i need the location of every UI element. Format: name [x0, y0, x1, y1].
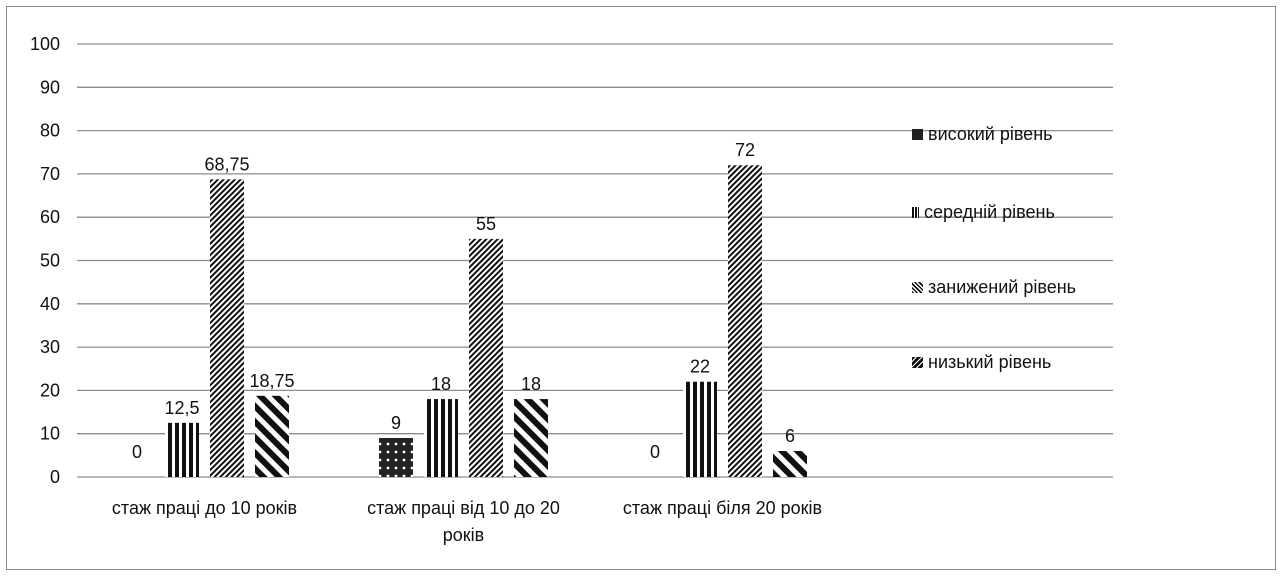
legend-label-low: низький рівень — [928, 352, 1052, 372]
bar-medium — [683, 381, 717, 477]
y-tick-label: 40 — [40, 294, 60, 314]
bar-high — [379, 438, 413, 477]
data-label: 68,75 — [204, 154, 249, 174]
bar-medium — [165, 422, 199, 477]
x-axis-category-labels: стаж праці до 10 років стаж праці від 10 … — [112, 498, 822, 545]
y-tick-label: 80 — [40, 121, 60, 141]
bar-low — [255, 395, 289, 477]
y-tick-label: 90 — [40, 77, 60, 97]
legend-label-reduced: занижений рівень — [928, 277, 1077, 297]
legend-label-medium: середній рівень — [924, 202, 1055, 222]
legend-item-low: низький рівень — [912, 352, 1051, 373]
data-label: 9 — [391, 413, 401, 433]
x-category-label: стаж праці біля 20 років — [623, 498, 822, 518]
y-tick-label: 10 — [40, 424, 60, 444]
data-label: 0 — [132, 442, 142, 462]
y-tick-label: 70 — [40, 164, 60, 184]
data-label: 72 — [735, 140, 755, 160]
legend-label-high: високий рівень — [928, 124, 1053, 144]
data-label: 18 — [521, 374, 541, 394]
legend-item-high: високий рівень — [912, 124, 1053, 145]
y-tick-label: 30 — [40, 337, 60, 357]
bar-low — [514, 399, 548, 477]
x-category-label: стаж праці до 10 років — [112, 498, 297, 518]
data-labels: 0 12,5 68,75 18,75 9 18 55 18 0 22 72 6 — [132, 140, 795, 462]
data-label: 6 — [785, 426, 795, 446]
y-tick-label: 50 — [40, 251, 60, 271]
bar-medium — [424, 399, 458, 477]
x-category-label: років — [443, 525, 484, 545]
y-tick-label: 60 — [40, 207, 60, 227]
gridlines — [77, 43, 1113, 478]
data-label: 18 — [431, 374, 451, 394]
bars — [165, 165, 807, 478]
y-tick-label: 100 — [30, 34, 60, 54]
y-tick-label: 0 — [50, 467, 60, 487]
legend-swatch-low-icon — [912, 357, 923, 368]
data-label: 18,75 — [249, 371, 294, 391]
x-category-label: стаж праці від 10 до 20 — [367, 498, 560, 518]
bar-reduced — [728, 165, 762, 478]
data-label: 12,5 — [164, 398, 199, 418]
data-label: 55 — [476, 214, 496, 234]
bar-reduced — [469, 238, 503, 477]
data-label: 22 — [690, 357, 710, 377]
y-axis-tick-labels: 0 10 20 30 40 50 60 70 80 90 100 — [30, 34, 60, 487]
legend-swatch-medium-icon — [912, 207, 919, 218]
bar-low — [773, 451, 807, 477]
legend-item-reduced: занижений рівень — [912, 277, 1076, 298]
y-tick-label: 20 — [40, 380, 60, 400]
legend-swatch-reduced-icon — [912, 282, 923, 293]
data-label: 0 — [650, 442, 660, 462]
legend-item-medium: середній рівень — [912, 202, 1055, 223]
legend-swatch-high-icon — [912, 129, 923, 140]
bar-reduced — [210, 179, 244, 477]
